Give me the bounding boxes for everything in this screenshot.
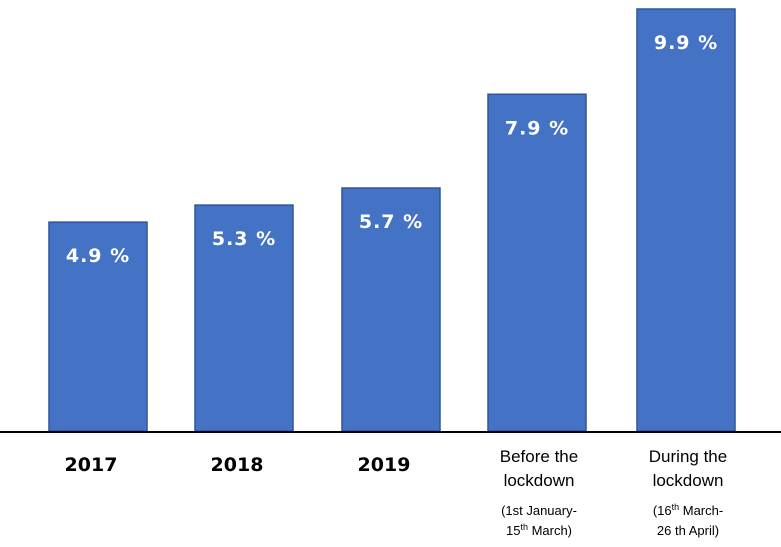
category-label-0: 2017	[65, 454, 118, 476]
bar-4	[636, 8, 736, 432]
category-note-3-line-0: (1st January-	[501, 503, 577, 518]
category-note-segment: March)	[528, 523, 572, 538]
bars-group	[48, 8, 736, 432]
value-label-2: 5.7 %	[359, 211, 423, 233]
category-note-segment: (1st January-	[501, 503, 577, 518]
category-note-segment: March-	[679, 503, 723, 518]
category-label-3-line-1: lockdown	[504, 471, 575, 490]
bar-2	[341, 187, 441, 432]
category-label-2: 2019	[358, 454, 411, 476]
value-label-4: 9.9 %	[654, 32, 718, 54]
category-note-4-line-0: (16th March-	[653, 502, 723, 518]
value-label-0: 4.9 %	[66, 245, 130, 267]
bar-1	[194, 204, 294, 432]
category-note-segment: th	[520, 522, 528, 532]
value-label-1: 5.3 %	[212, 228, 276, 250]
category-labels-group: 2017 2018 2019 Before the lockdown (1st Janua…	[65, 447, 728, 538]
category-label-3-line-0: Before the	[500, 447, 578, 466]
category-note-3-line-1: 15th March)	[506, 522, 572, 538]
category-note-segment: 15	[506, 523, 520, 538]
bar-0	[48, 221, 148, 432]
bar-3	[487, 93, 587, 432]
value-label-3: 7.9 %	[505, 117, 569, 139]
category-note-segment: th	[672, 502, 680, 512]
category-note-segment: 26 th April)	[657, 523, 719, 538]
category-label-4-line-0: During the	[649, 447, 727, 466]
category-label-1: 2018	[211, 454, 264, 476]
category-note-4-line-1: 26 th April)	[657, 523, 719, 538]
value-labels-group: 4.9 % 5.3 % 5.7 % 7.9 % 9.9 %	[66, 32, 718, 267]
category-note-segment: (16	[653, 503, 672, 518]
category-label-4-line-1: lockdown	[653, 471, 724, 490]
